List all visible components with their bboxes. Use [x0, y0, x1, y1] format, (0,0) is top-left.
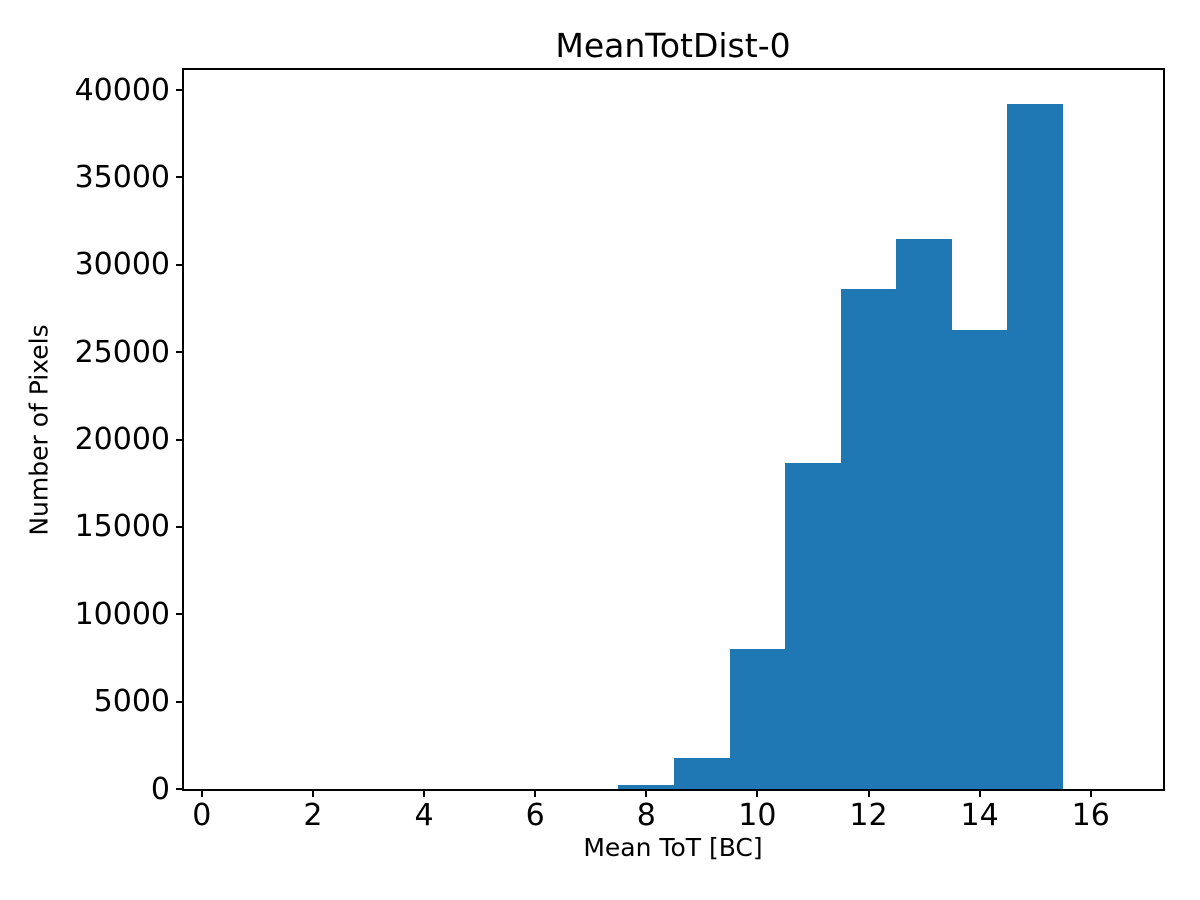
y-tick-mark: [176, 351, 184, 354]
histogram-bar: [951, 330, 1008, 789]
histogram-bar: [785, 463, 841, 789]
histogram-bar: [1007, 104, 1063, 789]
histogram-bar: [674, 757, 730, 789]
x-tick-mark: [423, 789, 426, 797]
x-tick-mark: [1089, 789, 1092, 797]
x-tick-mark: [311, 789, 314, 797]
x-tick-label: 4: [414, 798, 434, 833]
y-axis-label: Number of Pixels: [24, 324, 54, 536]
x-tick-label: 16: [1071, 798, 1110, 833]
x-tick-label: 10: [738, 798, 777, 833]
histogram-bar: [618, 784, 675, 789]
x-tick-label: 8: [636, 798, 656, 833]
histogram-bar: [896, 238, 952, 789]
y-tick-label: 35000: [74, 159, 170, 195]
x-tick-label: 14: [960, 798, 999, 833]
y-tick-label: 5000: [93, 683, 170, 719]
y-tick-mark: [176, 438, 184, 441]
histogram-bar: [729, 649, 786, 789]
x-tick-label: 0: [192, 798, 212, 833]
y-tick-mark: [176, 613, 184, 616]
x-tick-mark: [534, 789, 537, 797]
y-tick-mark: [176, 525, 184, 528]
y-tick-label: 15000: [74, 509, 170, 545]
x-tick-mark: [645, 789, 648, 797]
y-tick-mark: [176, 700, 184, 703]
y-tick-mark: [176, 263, 184, 266]
x-axis-label: Mean ToT [BC]: [583, 833, 763, 862]
x-tick-mark: [978, 789, 981, 797]
y-tick-label: 25000: [74, 334, 170, 370]
x-tick-mark: [200, 789, 203, 797]
y-tick-label: 30000: [74, 247, 170, 283]
y-tick-label: 10000: [74, 596, 170, 632]
x-tick-label: 12: [849, 798, 888, 833]
x-tick-label: 6: [525, 798, 545, 833]
y-tick-label: 40000: [74, 72, 170, 108]
y-tick-label: 20000: [74, 421, 170, 457]
plot-area: 0 2 4 6 8 10 12 14 16 0 5000 10000 15000 20000 25000 30…: [75, 68, 1165, 831]
y-tick-mark: [176, 176, 184, 179]
chart-title: MeanTotDist-0: [555, 26, 791, 65]
y-tick-mark: [176, 788, 184, 790]
y-tick-label: 0: [150, 771, 170, 807]
x-tick-label: 2: [303, 798, 323, 833]
x-tick-mark: [756, 789, 759, 797]
x-tick-mark: [867, 789, 870, 797]
histogram-bar: [840, 289, 897, 789]
y-tick-mark: [176, 89, 184, 92]
